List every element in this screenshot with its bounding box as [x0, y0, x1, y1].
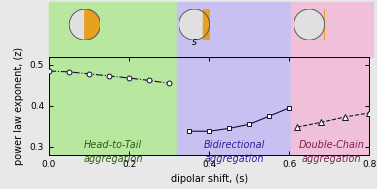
- Circle shape: [294, 9, 325, 40]
- Circle shape: [69, 9, 100, 40]
- Bar: [49, 57, 177, 155]
- Circle shape: [179, 9, 210, 40]
- Text: Head-to-Tail: Head-to-Tail: [84, 140, 142, 150]
- Text: Double-Chain: Double-Chain: [299, 140, 364, 150]
- Text: aggregation: aggregation: [83, 154, 143, 164]
- Wedge shape: [204, 9, 219, 40]
- Wedge shape: [85, 9, 100, 40]
- Text: s: s: [192, 37, 197, 46]
- Y-axis label: power law exponent, (z): power law exponent, (z): [14, 47, 24, 165]
- Wedge shape: [325, 9, 340, 40]
- Bar: [177, 57, 291, 155]
- Bar: [291, 57, 374, 155]
- X-axis label: dipolar shift, (s): dipolar shift, (s): [171, 174, 248, 184]
- Text: aggregation: aggregation: [205, 154, 264, 164]
- Text: aggregation: aggregation: [302, 154, 361, 164]
- Text: Bidirectional: Bidirectional: [204, 140, 265, 150]
